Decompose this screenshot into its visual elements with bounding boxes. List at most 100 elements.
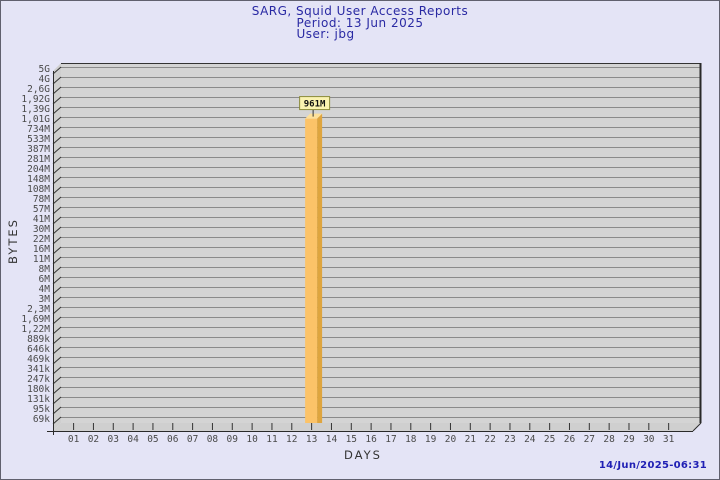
y-tick — [52, 226, 62, 235]
y-tick — [52, 246, 62, 255]
y-tick — [52, 156, 62, 165]
x-tick-label: 14 — [326, 434, 338, 445]
bottom-right-bevel — [692, 422, 702, 432]
y-tick — [52, 416, 62, 425]
x-axis-title: DAYS — [344, 448, 382, 462]
y-tick-label: 5G — [39, 64, 51, 75]
y-tick — [52, 356, 62, 365]
y-tick — [52, 116, 62, 125]
x-tick-label: 04 — [127, 434, 139, 445]
x-tick-label: 12 — [286, 434, 297, 445]
y-tick — [52, 306, 62, 315]
x-tick-label: 13 — [306, 434, 317, 445]
y-tick — [52, 286, 62, 295]
bottom-wall — [53, 423, 701, 431]
y-tick — [52, 216, 62, 225]
y-tick-label: 69k — [33, 414, 50, 425]
x-tick-label: 26 — [564, 434, 576, 445]
x-tick-label: 30 — [643, 434, 655, 445]
bar-front-face — [305, 118, 318, 423]
x-tick-label: 01 — [68, 434, 80, 445]
y-tick-label: 6M — [39, 274, 51, 285]
y-tick-label: 148M — [27, 174, 50, 185]
x-tick-label: 27 — [584, 434, 595, 445]
y-tick-label: 469k — [27, 354, 50, 365]
x-tick-label: 18 — [405, 434, 417, 445]
x-tick-label: 15 — [346, 434, 357, 445]
y-tick — [52, 166, 62, 175]
x-tick-label: 21 — [465, 434, 477, 445]
x-tick-label: 09 — [227, 434, 239, 445]
y-tick-label: 8M — [39, 264, 51, 275]
y-tick — [52, 316, 62, 325]
y-tick-label: 30M — [33, 224, 50, 235]
chart-title-block: SARG, Squid User Access Reports Period: … — [1, 4, 719, 41]
y-tick — [52, 276, 62, 285]
x-tick-label: 07 — [187, 434, 198, 445]
report-title: SARG, Squid User Access Reports — [251, 4, 469, 18]
report-subtitle-block: Period: 13 Jun 2025 User: jbg — [297, 17, 424, 41]
bar-value-label: 961M — [304, 100, 326, 110]
x-tick-label: 22 — [484, 434, 495, 445]
y-tick — [52, 186, 62, 195]
x-tick-label: 11 — [266, 434, 278, 445]
y-tick — [52, 86, 62, 95]
y-tick-label: 341k — [27, 364, 50, 375]
y-tick-label: 1,01G — [21, 114, 50, 125]
x-tick-label: 23 — [504, 434, 515, 445]
x-tick-label: 29 — [623, 434, 635, 445]
bar-side-face — [317, 113, 323, 423]
y-tick-label: 22M — [33, 234, 50, 245]
generated-timestamp: 14/Jun/2025-06:31 — [598, 460, 707, 471]
y-tick-label: 4G — [39, 74, 51, 85]
y-tick — [52, 236, 62, 245]
y-tick-label: 734M — [27, 124, 50, 135]
y-tick-label: 2,3M — [27, 304, 50, 315]
y-tick-label: 387M — [27, 144, 50, 155]
y-tick — [52, 256, 62, 265]
plot-area — [61, 63, 701, 423]
y-tick — [52, 196, 62, 205]
y-tick — [52, 96, 62, 105]
x-tick-label: 19 — [425, 434, 437, 445]
y-tick-label: 204M — [27, 164, 50, 175]
y-tick — [52, 66, 62, 75]
y-tick-label: 3M — [39, 294, 51, 305]
y-tick — [52, 266, 62, 275]
x-tick-label: 06 — [167, 434, 179, 445]
y-tick — [52, 106, 62, 115]
y-tick-label: 889k — [27, 334, 50, 345]
y-tick — [52, 326, 62, 335]
x-tick-label: 08 — [207, 434, 219, 445]
y-tick — [52, 336, 62, 345]
y-tick-label: 2,6G — [27, 84, 50, 95]
x-tick-label: 24 — [524, 434, 536, 445]
x-tick-label: 03 — [108, 434, 119, 445]
x-tick-label: 31 — [663, 434, 675, 445]
y-tick-label: 78M — [33, 194, 50, 205]
y-tick — [52, 396, 62, 405]
y-tick-label: 41M — [33, 214, 50, 225]
y-tick-label: 108M — [27, 184, 50, 195]
y-tick — [52, 136, 62, 145]
y-tick-label: 11M — [33, 254, 50, 265]
y-tick — [52, 206, 62, 215]
y-axis-title: BYTES — [6, 218, 20, 264]
y-tick-label: 131k — [27, 394, 50, 405]
y-tick-label: 95k — [33, 404, 50, 415]
y-tick-label: 1,92G — [21, 94, 50, 105]
x-tick-label: 17 — [385, 434, 396, 445]
x-tick-label: 25 — [544, 434, 555, 445]
y-tick-label: 4M — [39, 284, 51, 295]
y-tick-label: 1,69M — [21, 314, 50, 325]
y-tick-label: 16M — [33, 244, 50, 255]
x-tick-label: 05 — [147, 434, 158, 445]
y-tick-label: 533M — [27, 134, 50, 145]
y-tick-label: 180k — [27, 384, 50, 395]
x-tick-label: 20 — [445, 434, 457, 445]
y-tick — [52, 386, 62, 395]
y-tick — [52, 296, 62, 305]
x-tick-label: 02 — [88, 434, 99, 445]
